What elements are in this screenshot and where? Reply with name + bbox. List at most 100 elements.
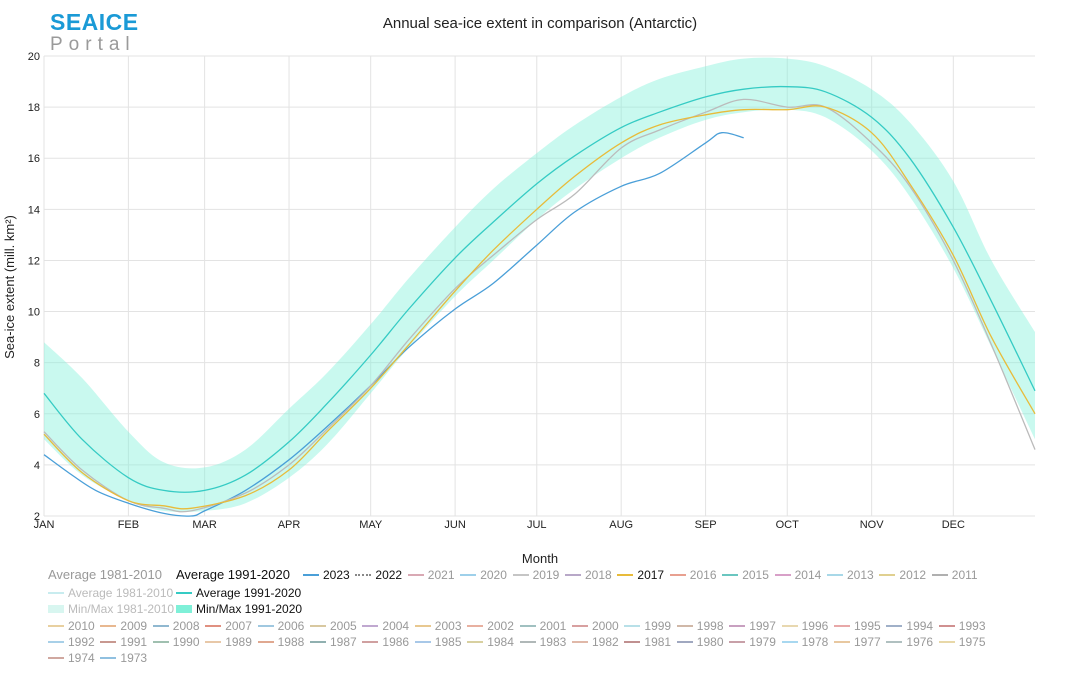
legend-year-label: 1994 — [906, 619, 934, 633]
legend-year-label: 2011 — [951, 568, 978, 582]
legend-year-label: 2000 — [592, 619, 619, 633]
legend-item-minmax-1991[interactable]: Min/Max 1991-2020 — [176, 601, 302, 617]
legend-item-year-1988[interactable]: 1988 — [257, 634, 304, 650]
y-axis-label: Sea-ice extent (mill. km²) — [2, 215, 17, 359]
legend-label-avg-1991: Average 1991-2020 — [196, 586, 302, 600]
legend-year-label: 2015 — [742, 568, 769, 582]
x-axis-ticks: JAN FEB MAR APR MAY JUN JUL AUG SEP OCT NOV DEC — [34, 519, 965, 531]
legend-item-year-2005[interactable]: 2005 — [310, 618, 357, 634]
legend-year-label: 1977 — [854, 635, 881, 649]
legend-item-year-1991[interactable]: 1991 — [100, 634, 147, 650]
series-line-2017 — [43, 105, 1036, 510]
x-tick-label: OCT — [776, 519, 800, 531]
legend-item-year-2001[interactable]: 2001 — [519, 618, 566, 634]
legend-item-year-2017[interactable]: 2017 — [617, 567, 664, 583]
legend-item-year-1979[interactable]: 1979 — [729, 634, 776, 650]
legend-item-year-1978[interactable]: 1978 — [781, 634, 828, 650]
y-tick-label: 6 — [34, 409, 40, 421]
legend-item-year-2015[interactable]: 2015 — [722, 567, 769, 583]
legend-item-year-1994[interactable]: 1994 — [886, 618, 933, 634]
legend-item-year-1974[interactable]: 1974 — [48, 650, 95, 666]
legend-year-label: 1999 — [644, 619, 672, 633]
legend-year-label: 1982 — [592, 635, 619, 649]
legend-swatch — [467, 641, 484, 643]
legend-year-label: 1991 — [120, 635, 148, 649]
x-tick-label: JUL — [527, 519, 547, 531]
legend-item-year-1981[interactable]: 1981 — [624, 634, 671, 650]
legend-item-year-1985[interactable]: 1985 — [414, 634, 462, 650]
legend-item-year-1999[interactable]: 1999 — [624, 618, 671, 634]
legend-item-year-1992[interactable]: 1992 — [48, 634, 95, 650]
legend-item-year-1977[interactable]: 1977 — [834, 634, 881, 650]
legend-swatch — [938, 625, 955, 627]
legend-year-label: 1976 — [906, 635, 934, 649]
x-tick-label: FEB — [118, 519, 139, 531]
legend-swatch — [152, 641, 169, 643]
legend-item-year-1993[interactable]: 1993 — [938, 618, 986, 634]
legend-swatch — [781, 625, 798, 627]
legend-item-year-2012[interactable]: 2012 — [879, 567, 926, 583]
y-tick-label: 12 — [28, 255, 40, 267]
legend-item-year-2009[interactable]: 2009 — [100, 618, 147, 634]
legend-item-year-1980[interactable]: 1980 — [676, 634, 724, 650]
legend-item-year-2014[interactable]: 2014 — [774, 567, 821, 583]
legend-item-avg-1981[interactable]: Average 1981-2010 — [48, 585, 173, 601]
legend-item-year-2011[interactable]: 2011 — [931, 567, 978, 583]
legend-item-year-1986[interactable]: 1986 — [362, 634, 409, 650]
legend-item-year-1973[interactable]: 1973 — [100, 650, 147, 666]
legend-item-year-1984[interactable]: 1984 — [467, 634, 514, 650]
legend-item-year-1976[interactable]: 1976 — [886, 634, 933, 650]
legend-swatch — [834, 625, 850, 627]
legend-swatch — [938, 641, 955, 643]
legend-item-year-1995[interactable]: 1995 — [834, 618, 881, 634]
legend-item-year-1989[interactable]: 1989 — [205, 634, 252, 650]
legend-item-year-2010[interactable]: 2010 — [48, 618, 95, 634]
legend-year-label: 1989 — [225, 635, 252, 649]
legend-heading-1981: Average 1981-2010 — [48, 567, 162, 582]
legend-item-year-2019[interactable]: 2019 — [512, 567, 559, 583]
legend-item-avg-1991[interactable]: Average 1991-2020 — [176, 585, 301, 601]
legend-swatch — [879, 574, 896, 576]
legend-item-year-2002[interactable]: 2002 — [467, 618, 514, 634]
legend-year-label: 2005 — [330, 619, 357, 633]
legend-year-label: 2017 — [637, 568, 665, 582]
legend-item-year-1987[interactable]: 1987 — [310, 634, 357, 650]
legend-swatch — [467, 625, 484, 627]
legend-item-year-1990[interactable]: 1990 — [152, 634, 200, 650]
legend-item-year-2013[interactable]: 2013 — [827, 567, 874, 583]
legend-item-year-1998[interactable]: 1998 — [676, 618, 724, 634]
series-lines-group — [43, 85, 1036, 517]
x-tick-label: NOV — [860, 519, 885, 531]
legend-item-year-2016[interactable]: 2016 — [669, 567, 717, 583]
legend-item-minmax-1981[interactable]: Min/Max 1981-2010 — [48, 601, 174, 617]
legend-year-label: 2002 — [487, 619, 514, 633]
legend-year-label: 2010 — [68, 619, 95, 633]
legend-item-year-2003[interactable]: 2003 — [414, 618, 462, 634]
legend-item-year-2006[interactable]: 2006 — [257, 618, 304, 634]
legend-item-year-1983[interactable]: 1983 — [519, 634, 566, 650]
legend-item-year-1996[interactable]: 1996 — [781, 618, 828, 634]
legend-item-year-1982[interactable]: 1982 — [572, 634, 619, 650]
legend-swatch — [48, 625, 64, 627]
legend-item-year-2004[interactable]: 2004 — [362, 618, 409, 634]
legend-item-year-2007[interactable]: 2007 — [205, 618, 252, 634]
legend-item-year-2022[interactable]: 2022 — [355, 567, 402, 583]
legend-item-year-2020[interactable]: 2020 — [460, 567, 507, 583]
legend-item-year-2018[interactable]: 2018 — [565, 567, 612, 583]
legend-item-year-2021[interactable]: 2021 — [407, 567, 455, 583]
series-line-average-1991-2020 — [43, 85, 1036, 493]
legend-item-year-1997[interactable]: 1997 — [729, 618, 776, 634]
y-tick-label: 18 — [28, 102, 40, 114]
legend-year-label: 1984 — [487, 635, 514, 649]
legend-item-year-2000[interactable]: 2000 — [572, 618, 619, 634]
legend-item-year-2008[interactable]: 2008 — [152, 618, 200, 634]
y-tick-label: 4 — [34, 460, 40, 472]
legend-year-label: 1981 — [644, 635, 672, 649]
legend-item-year-2023[interactable]: 2023 — [303, 567, 350, 583]
y-tick-label: 8 — [34, 358, 40, 370]
legend-year-label: 2013 — [847, 568, 874, 582]
legend-swatch — [669, 574, 686, 576]
legend-swatch — [834, 641, 850, 643]
legend-item-year-1975[interactable]: 1975 — [938, 634, 986, 650]
